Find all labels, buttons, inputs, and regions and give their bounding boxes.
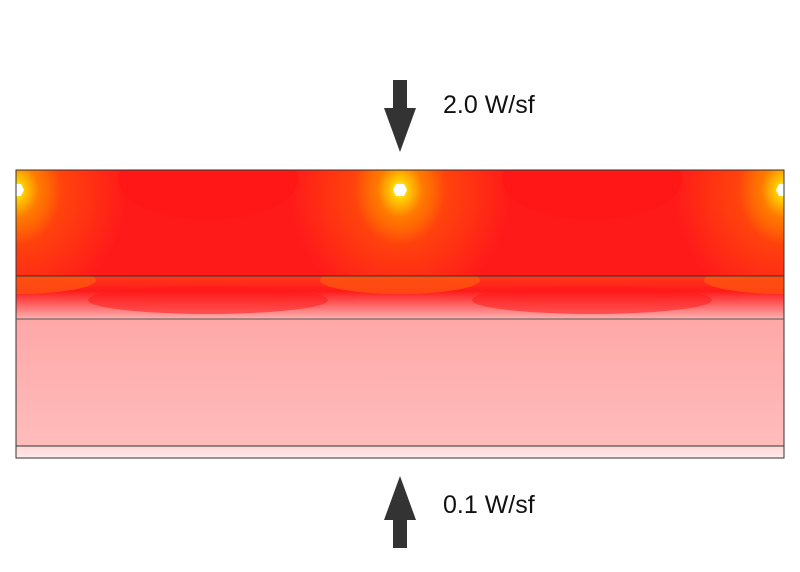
transition-layer (16, 276, 784, 319)
heat-source-right (776, 184, 788, 196)
heat-source-left (12, 184, 24, 196)
layer-borders (15, 169, 785, 459)
bottom-flux-label: 0.1 W/sf (443, 491, 535, 519)
bottom-flux-arrow (384, 476, 416, 548)
top-flux-label: 2.0 W/sf (443, 91, 535, 119)
top-flux-arrow (384, 80, 416, 152)
insulation-layer (16, 319, 784, 446)
base-layer (16, 446, 784, 458)
heat-source-center (393, 184, 407, 196)
